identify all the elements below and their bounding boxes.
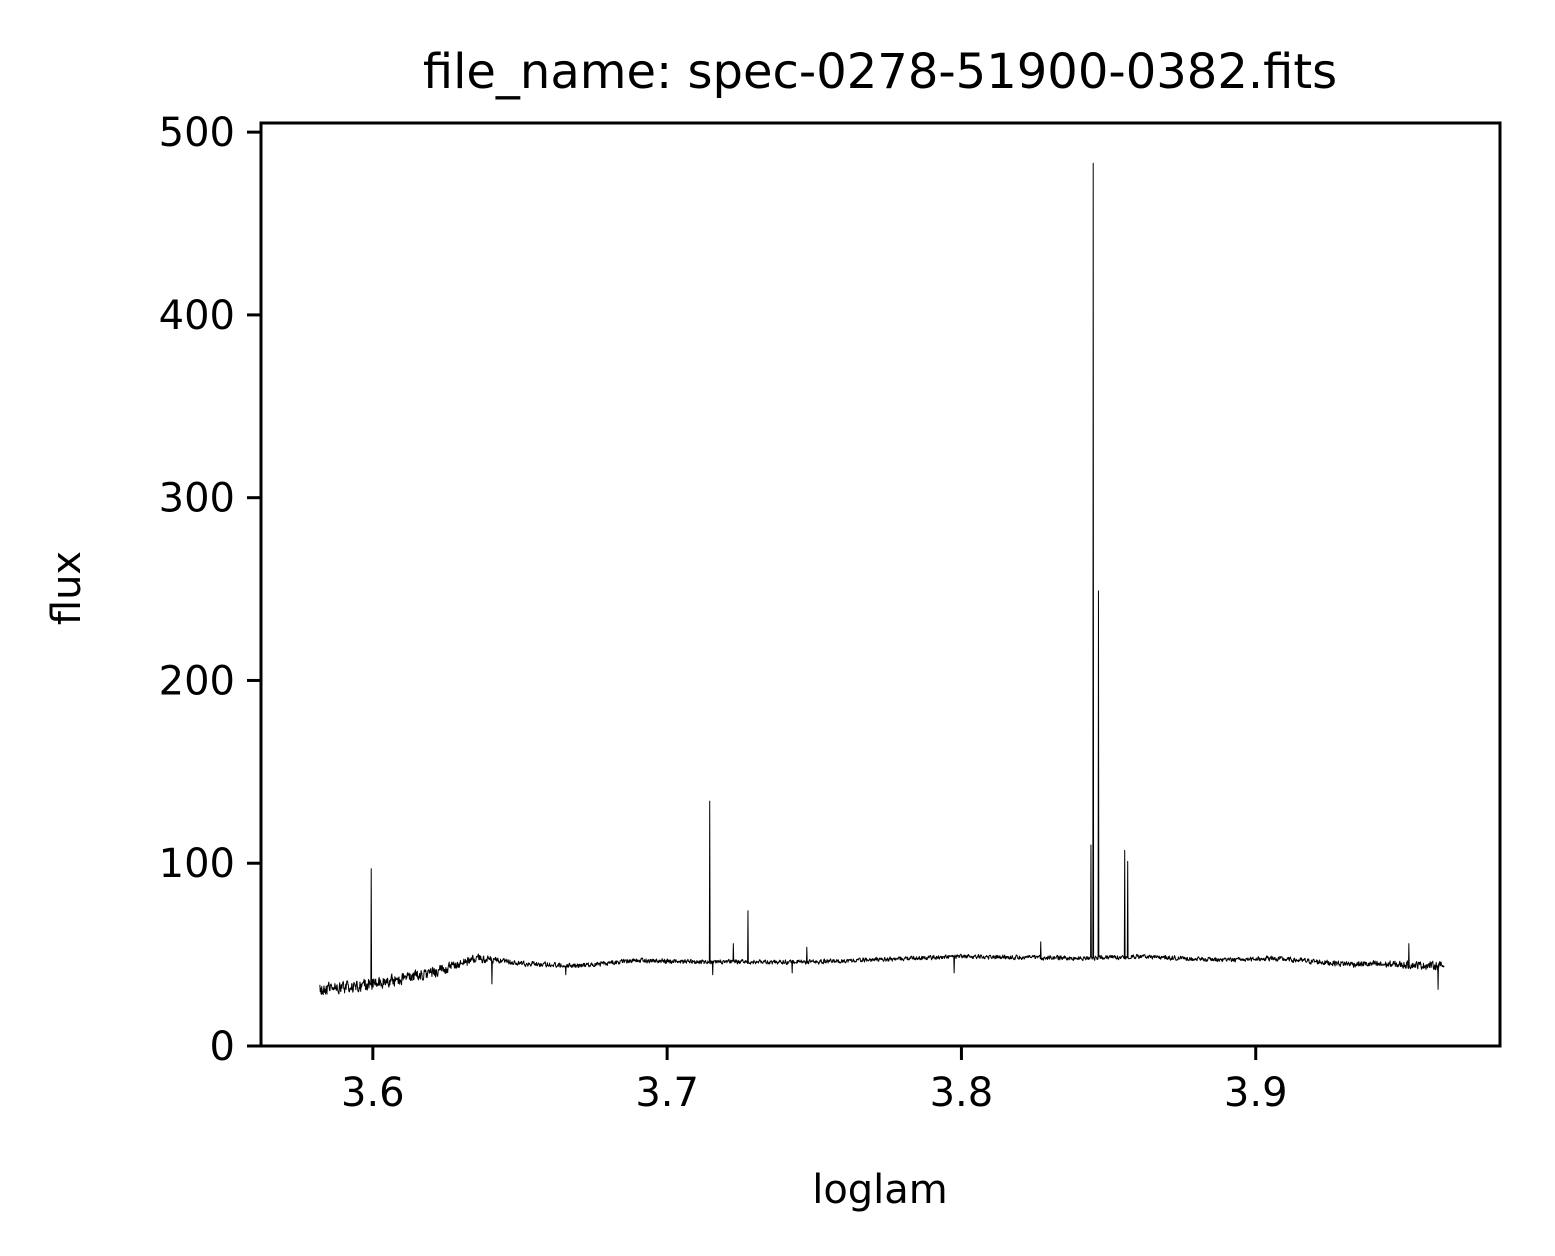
plot-area	[319, 162, 1445, 996]
y-axis: 0 100 200 300 400 500	[159, 110, 261, 1070]
y-tick-label: 500	[159, 110, 235, 156]
y-tick-label: 100	[159, 841, 235, 887]
x-tick-label: 3.6	[341, 1070, 405, 1116]
y-axis-label: flux	[44, 551, 90, 625]
y-tick-label: 400	[159, 293, 235, 339]
y-tick-label: 0	[210, 1024, 235, 1070]
chart-title: file_name: spec-0278-51900-0382.fits	[423, 44, 1337, 100]
x-tick-label: 3.7	[635, 1070, 699, 1116]
spectrum-line	[319, 162, 1445, 996]
x-axis: 3.6 3.7 3.8 3.9	[341, 1046, 1288, 1116]
plot-frame	[259, 121, 1502, 1048]
x-tick-label: 3.8	[930, 1070, 994, 1116]
x-axis-label: loglam	[812, 1167, 948, 1213]
y-tick-label: 300	[159, 476, 235, 522]
y-tick-label: 200	[159, 658, 235, 704]
x-tick-label: 3.9	[1224, 1070, 1288, 1116]
